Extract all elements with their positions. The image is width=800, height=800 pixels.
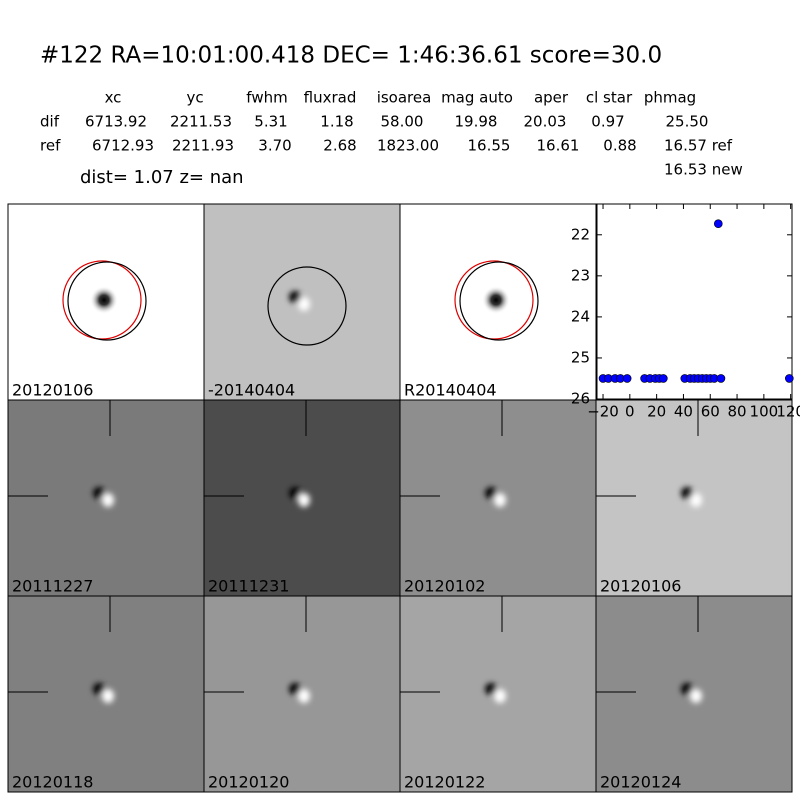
- x-tick-label: 60: [701, 403, 720, 421]
- panel-label: 20120102: [404, 577, 485, 596]
- title: #122 RA=10:01:00.418 DEC= 1:46:36.61 sco…: [40, 43, 662, 69]
- panel-label: -20140404: [208, 381, 295, 400]
- table-cell: 2211.93: [172, 137, 234, 155]
- table-cell: 16.61: [537, 137, 580, 155]
- plot-area: [596, 203, 793, 400]
- y-tick-label: 24: [571, 307, 590, 325]
- dipole-light: [494, 689, 506, 703]
- y-tick-label: 23: [571, 266, 590, 284]
- panel-label: 20120106: [12, 381, 93, 400]
- dipole-dark: [289, 291, 301, 303]
- column-header: cl star: [586, 89, 633, 107]
- panel-label: R20140404: [404, 381, 497, 400]
- dipole-light: [494, 493, 506, 507]
- dipole: [485, 487, 506, 507]
- table-cell: 0.97: [591, 113, 624, 131]
- dipole-light: [102, 493, 114, 507]
- column-header: aper: [534, 89, 569, 107]
- dipole-light: [102, 689, 114, 703]
- dipole: [485, 683, 506, 703]
- panel-label: 20111227: [12, 577, 93, 596]
- table-cell: 25.50: [666, 113, 709, 131]
- aperture-ref: [62, 260, 142, 340]
- table-cell: 16.57 ref: [664, 137, 733, 155]
- column-header: yc: [186, 89, 203, 107]
- table-cell: 1823.00: [377, 137, 439, 155]
- new-mag: 16.53 new: [664, 161, 743, 179]
- table-cell: 58.00: [381, 113, 424, 131]
- dipole-dark: [289, 683, 301, 695]
- panel-label: 20120122: [404, 773, 485, 792]
- column-header: fluxrad: [304, 89, 357, 107]
- y-tick-label: 26: [571, 390, 590, 408]
- panel-label: 20120118: [12, 773, 93, 792]
- column-header: isoarea: [377, 89, 432, 107]
- dipole: [681, 487, 702, 507]
- dipole: [289, 487, 310, 507]
- column-header: xc: [105, 89, 122, 107]
- dipole: [289, 291, 310, 311]
- table-cell: 19.98: [455, 113, 498, 131]
- column-header: mag auto: [441, 89, 513, 107]
- table-cell: 6713.92: [85, 113, 147, 131]
- column-header: phmag: [644, 89, 696, 107]
- star-blob: [482, 286, 510, 314]
- dipole-dark: [93, 683, 105, 695]
- aperture: [267, 266, 347, 346]
- x-tick-label: 80: [728, 403, 747, 421]
- x-tick-label: 20: [647, 403, 666, 421]
- panel-label: 20111231: [208, 577, 289, 596]
- dipole-dark: [681, 683, 693, 695]
- table-cell: 16.55: [468, 137, 511, 155]
- x-tick-label: 0: [625, 403, 635, 421]
- panel-label: 20120124: [600, 773, 681, 792]
- panel-label: 20120106: [600, 577, 681, 596]
- y-tick-label: 22: [571, 225, 590, 243]
- table-cell: dif: [40, 113, 60, 131]
- aperture: [67, 261, 147, 341]
- dipole: [681, 683, 702, 703]
- dipole-light: [690, 689, 702, 703]
- dipole-dark: [93, 487, 105, 499]
- data-point: [716, 374, 726, 383]
- table-cell: ref: [40, 137, 61, 155]
- x-tick-label: 120: [776, 403, 800, 421]
- dipole-dark: [289, 487, 301, 499]
- x-tick-label: 100: [750, 403, 779, 421]
- table-cell: 5.31: [254, 113, 287, 131]
- table-cell: 3.70: [258, 137, 291, 155]
- panel-label: 20120120: [208, 773, 289, 792]
- dist-line: dist= 1.07 z= nan: [80, 167, 244, 188]
- dipole-light: [298, 297, 310, 311]
- dipole-light: [298, 493, 310, 507]
- dipole-dark: [681, 487, 693, 499]
- table-cell: 6712.93: [92, 137, 154, 155]
- y-tick-label: 25: [571, 348, 590, 366]
- dipole-dark: [485, 487, 497, 499]
- x-tick-label: 40: [674, 403, 693, 421]
- aperture: [459, 261, 539, 341]
- dipole-light: [298, 689, 310, 703]
- table-cell: 1.18: [320, 113, 353, 131]
- data-point: [659, 374, 668, 383]
- dipole: [93, 487, 114, 507]
- dipole: [93, 683, 114, 703]
- dipole: [289, 683, 310, 703]
- data-point: [713, 219, 723, 229]
- table-cell: 0.88: [603, 137, 636, 155]
- data-point: [785, 374, 794, 383]
- star-blob: [90, 286, 118, 314]
- table-cell: 2211.53: [170, 113, 232, 131]
- dipole-dark: [485, 683, 497, 695]
- data-point: [622, 374, 632, 383]
- dipole-light: [690, 493, 702, 507]
- table-cell: 2.68: [323, 137, 356, 155]
- x-tick-label: −20: [587, 403, 619, 421]
- table-cell: 20.03: [524, 113, 567, 131]
- column-header: fwhm: [246, 89, 287, 107]
- aperture-ref: [454, 260, 534, 340]
